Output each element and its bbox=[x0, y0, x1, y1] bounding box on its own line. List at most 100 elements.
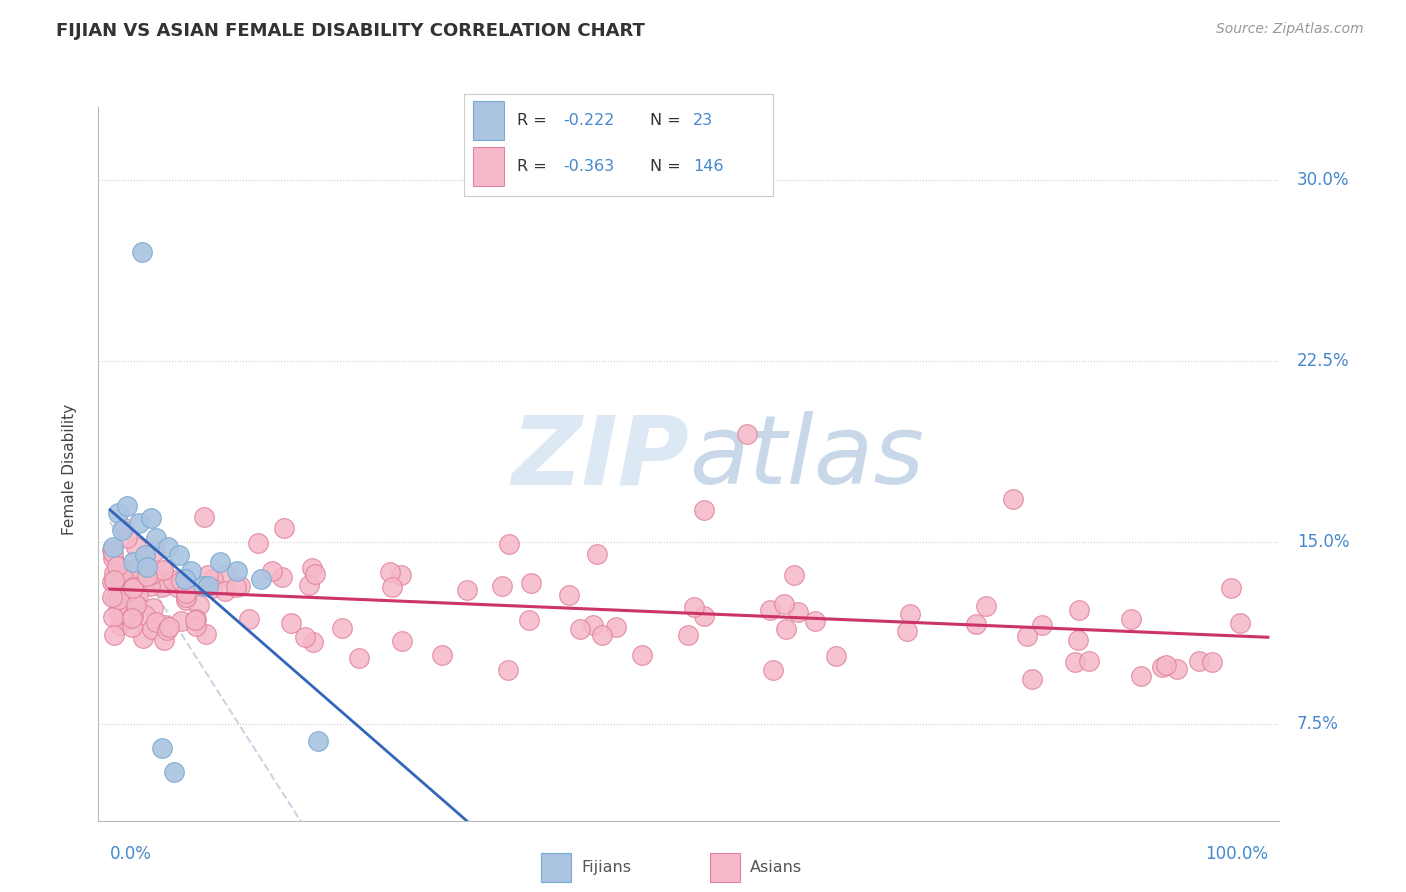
Text: Asians: Asians bbox=[751, 860, 803, 875]
Point bbox=[381, 580, 404, 594]
Point bbox=[111, 561, 134, 575]
Point bbox=[108, 585, 131, 599]
Point bbox=[132, 575, 155, 590]
Point bbox=[103, 628, 125, 642]
Text: 100.0%: 100.0% bbox=[1205, 845, 1268, 863]
Point bbox=[153, 633, 176, 648]
Point bbox=[125, 598, 148, 612]
Bar bbox=[474, 147, 505, 186]
Point bbox=[169, 548, 191, 562]
Point bbox=[143, 544, 166, 558]
Point bbox=[103, 573, 125, 587]
Point bbox=[1002, 491, 1025, 506]
Point bbox=[582, 618, 605, 632]
Bar bbox=[710, 854, 740, 881]
Point bbox=[145, 531, 167, 545]
Point bbox=[134, 608, 156, 623]
Point bbox=[163, 765, 186, 780]
Point bbox=[139, 511, 162, 525]
Point bbox=[153, 617, 176, 632]
Point bbox=[214, 583, 236, 598]
Point bbox=[676, 628, 699, 642]
Point bbox=[558, 588, 581, 602]
Point bbox=[1119, 612, 1142, 626]
Point bbox=[197, 568, 219, 582]
Point bbox=[201, 581, 224, 595]
Point bbox=[110, 579, 132, 593]
Point bbox=[136, 559, 159, 574]
Point bbox=[122, 555, 145, 569]
Point bbox=[174, 586, 197, 600]
Point bbox=[138, 579, 160, 593]
Point bbox=[773, 597, 796, 611]
Point bbox=[157, 620, 180, 634]
Point bbox=[117, 531, 139, 545]
Point bbox=[107, 604, 129, 618]
Point bbox=[432, 648, 454, 662]
Point bbox=[591, 628, 613, 642]
Point bbox=[193, 509, 215, 524]
Point bbox=[280, 616, 302, 631]
Point bbox=[121, 581, 143, 595]
Point bbox=[117, 499, 139, 513]
Point bbox=[152, 564, 174, 578]
Point bbox=[118, 584, 141, 599]
Point bbox=[141, 566, 163, 581]
Point bbox=[1063, 655, 1085, 669]
Bar bbox=[541, 854, 571, 881]
Point bbox=[110, 524, 132, 538]
Point bbox=[118, 611, 141, 625]
Point bbox=[294, 630, 316, 644]
Text: R =: R = bbox=[516, 112, 551, 128]
Point bbox=[1219, 581, 1241, 595]
Point bbox=[298, 577, 321, 591]
Text: N =: N = bbox=[650, 112, 686, 128]
Point bbox=[389, 567, 412, 582]
Point bbox=[156, 541, 179, 555]
Point bbox=[1017, 629, 1039, 643]
Point bbox=[117, 574, 139, 589]
Point bbox=[150, 741, 173, 756]
Point bbox=[1067, 633, 1090, 648]
Point bbox=[1067, 603, 1090, 617]
Point bbox=[226, 565, 249, 579]
Point bbox=[155, 623, 177, 637]
Point bbox=[262, 565, 284, 579]
Point bbox=[301, 561, 323, 575]
Text: 15.0%: 15.0% bbox=[1296, 533, 1350, 551]
Point bbox=[330, 621, 353, 635]
Point bbox=[349, 651, 371, 665]
Text: 146: 146 bbox=[693, 159, 723, 174]
Point bbox=[1166, 662, 1188, 676]
Point bbox=[131, 245, 153, 260]
Point bbox=[202, 572, 225, 586]
Point bbox=[101, 609, 124, 624]
Point bbox=[630, 648, 652, 663]
Point bbox=[121, 608, 143, 623]
Point bbox=[568, 623, 591, 637]
Point bbox=[758, 603, 780, 617]
Point bbox=[693, 609, 716, 624]
Point bbox=[215, 568, 238, 582]
Point bbox=[104, 575, 127, 590]
Point bbox=[683, 599, 706, 614]
Point bbox=[111, 561, 134, 575]
Text: FIJIAN VS ASIAN FEMALE DISABILITY CORRELATION CHART: FIJIAN VS ASIAN FEMALE DISABILITY CORREL… bbox=[56, 22, 645, 40]
Point bbox=[118, 582, 141, 597]
Point bbox=[188, 598, 211, 612]
Point bbox=[150, 580, 173, 594]
Point bbox=[120, 570, 142, 584]
Point bbox=[103, 566, 125, 580]
Point bbox=[101, 543, 124, 558]
Point bbox=[225, 580, 247, 594]
Point bbox=[391, 634, 413, 648]
Point bbox=[141, 622, 163, 636]
Point bbox=[783, 568, 806, 582]
Point bbox=[122, 580, 145, 594]
Point bbox=[132, 631, 155, 645]
Point bbox=[142, 600, 165, 615]
Point bbox=[152, 578, 174, 592]
Point bbox=[111, 570, 134, 584]
Point bbox=[735, 426, 758, 441]
Point bbox=[520, 575, 543, 590]
